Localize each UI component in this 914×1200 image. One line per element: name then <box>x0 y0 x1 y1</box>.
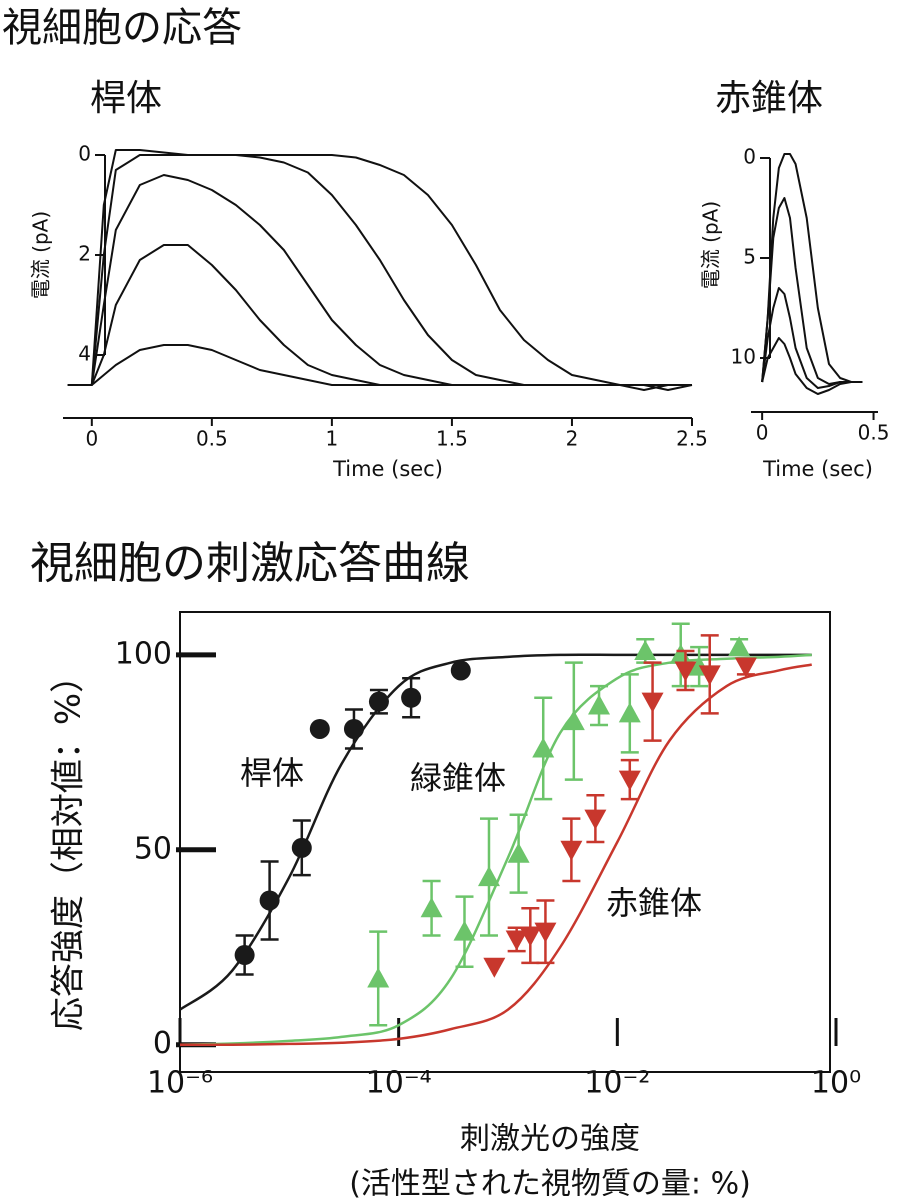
data-point <box>532 737 555 758</box>
y-tick-label: 4 <box>78 342 91 366</box>
series-label: 桿体 <box>240 754 304 792</box>
x-axis-label: 刺激光の強度 <box>460 1122 640 1157</box>
response-trace <box>67 174 692 386</box>
y-tick-label: 2 <box>78 242 91 266</box>
x-tick-label: 10⁰ <box>811 1066 861 1101</box>
data-point <box>291 837 312 858</box>
data-point <box>505 930 528 951</box>
data-point <box>641 692 664 713</box>
x-tick-label: 1.5 <box>436 427 468 451</box>
response-trace <box>761 153 863 383</box>
response-trace <box>761 337 863 395</box>
data-point <box>734 657 757 678</box>
data-point <box>674 661 697 682</box>
data-point <box>259 890 280 911</box>
series-label: 赤錐体 <box>606 884 702 922</box>
data-point <box>309 718 330 739</box>
x-tick-label: 2 <box>566 427 579 451</box>
fit-curve <box>179 653 812 1046</box>
y-tick-label: 5 <box>743 245 756 269</box>
x-tick-label: 2.5 <box>676 427 708 451</box>
data-point <box>450 660 471 681</box>
y-tick-label: 100 <box>115 636 172 671</box>
y-axis-label: 応答強度（相対値：%） <box>49 659 89 1031</box>
x-axis-label: Time (sec) <box>762 457 873 481</box>
data-point <box>519 926 542 947</box>
section-heading: 視細胞の応答 <box>2 5 242 51</box>
fit-curve <box>179 663 812 1047</box>
x-tick-label: 10⁻² <box>584 1066 650 1101</box>
y-tick-label: 50 <box>134 831 172 866</box>
data-point <box>343 718 364 739</box>
x-tick-label: 0 <box>756 421 769 445</box>
response-trace <box>67 344 692 386</box>
data-point <box>420 897 443 918</box>
chart-title: 赤錐体 <box>715 78 823 119</box>
y-tick-label: 10 <box>731 345 756 369</box>
x-tick-label: 0.5 <box>858 421 890 445</box>
y-tick-label: 0 <box>743 145 756 169</box>
data-point <box>588 694 611 715</box>
data-point <box>477 866 500 887</box>
y-tick-label: 0 <box>153 1026 172 1061</box>
x-tick-label: 0.5 <box>196 427 228 451</box>
data-point <box>728 636 751 657</box>
data-point <box>367 967 390 988</box>
x-axis-label: Time (sec) <box>332 457 443 481</box>
data-point <box>584 809 607 830</box>
data-point <box>483 957 506 978</box>
section-heading: 視細胞の刺激応答曲線 <box>30 538 470 589</box>
chart-title: 桿体 <box>90 78 162 119</box>
data-point <box>618 770 641 791</box>
fit-curve <box>179 653 812 1011</box>
x-axis-label: (活性型された視物質の量: %) <box>349 1167 751 1200</box>
y-axis-label: 電流 (pA) <box>699 201 723 289</box>
data-point <box>698 665 721 686</box>
data-point <box>234 945 255 966</box>
data-point <box>560 840 583 861</box>
data-point <box>453 920 476 941</box>
data-point <box>534 922 557 943</box>
x-tick-label: 10⁻⁶ <box>147 1066 213 1101</box>
response-trace <box>67 149 693 391</box>
data-point <box>368 691 389 712</box>
y-tick-label: 0 <box>78 142 91 166</box>
data-point <box>634 639 657 660</box>
data-point <box>618 702 641 723</box>
data-point <box>401 687 422 708</box>
data-point <box>562 710 585 731</box>
response-trace <box>67 154 692 391</box>
x-tick-label: 0 <box>85 427 98 451</box>
data-point <box>507 842 530 863</box>
x-tick-label: 10⁻⁴ <box>366 1066 432 1101</box>
series-label: 緑錐体 <box>410 759 506 797</box>
response-trace <box>761 287 863 389</box>
y-axis-label: 電流 (pA) <box>29 211 53 299</box>
x-tick-label: 1 <box>326 427 339 451</box>
plot-frame <box>179 611 831 1073</box>
